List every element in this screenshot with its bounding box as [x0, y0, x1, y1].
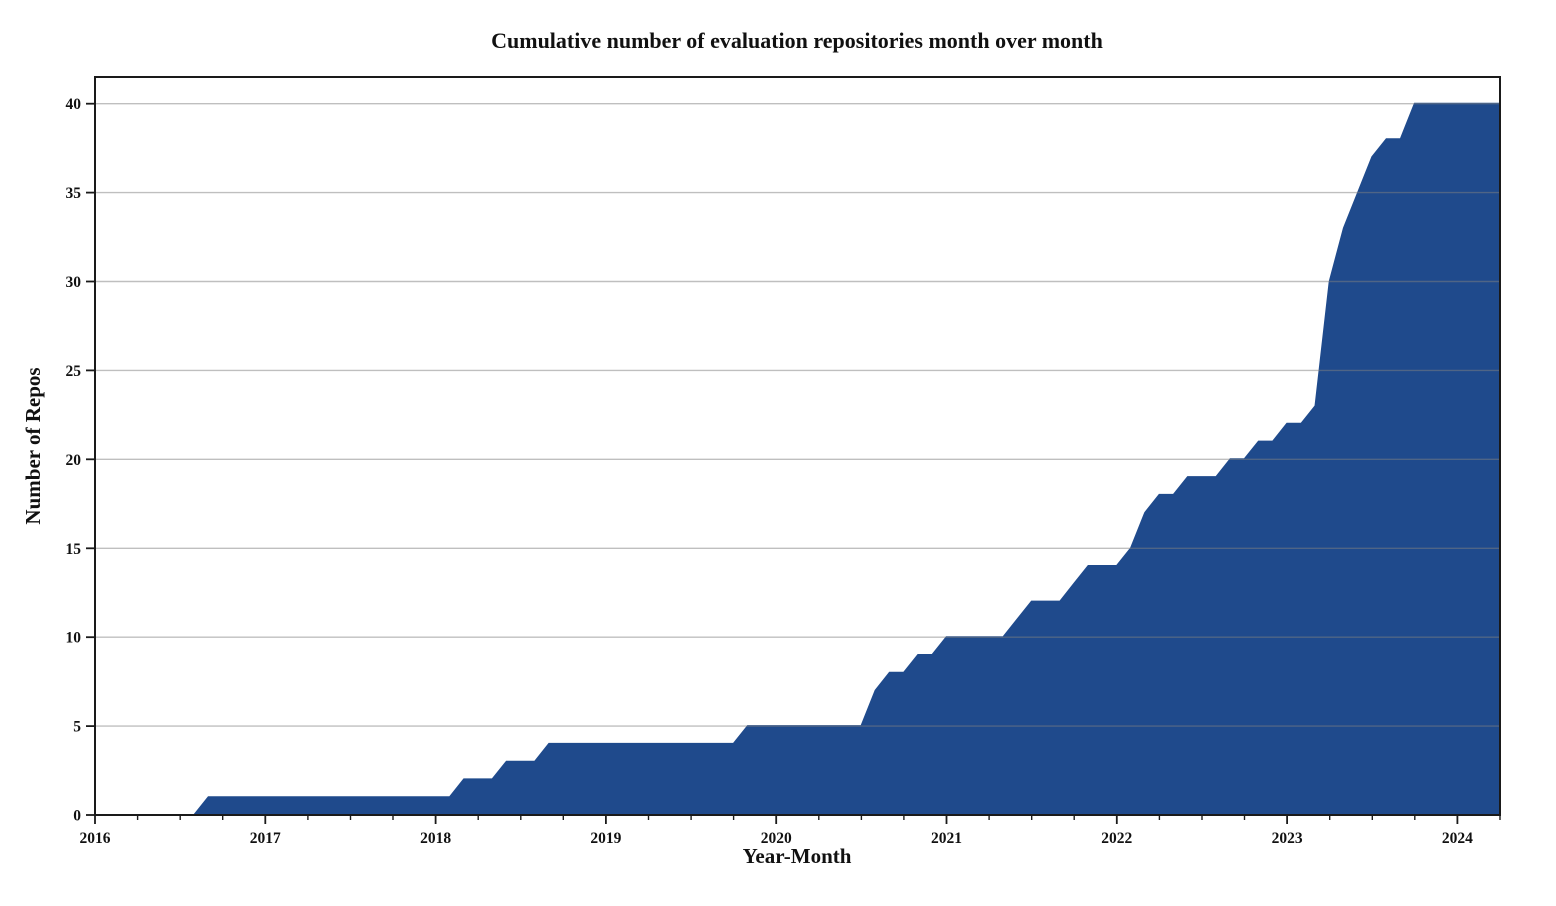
- x-tick-label: 2022: [1101, 830, 1132, 847]
- x-tick-label: 2020: [761, 830, 792, 847]
- x-axis-label: Year-Month: [743, 844, 852, 868]
- y-tick-label: 5: [73, 719, 81, 736]
- axis-ticks: [86, 102, 1501, 824]
- tick-labels: 0 5 10 15 20 25 30 35 40 2016 2017 2018 2019 2020 2021…: [66, 96, 1474, 847]
- gridlines: [95, 102, 1500, 727]
- x-tick-label: 2024: [1442, 830, 1473, 847]
- y-axis-label: Number of Repos: [21, 367, 45, 524]
- x-tick-label: 2018: [420, 830, 451, 847]
- x-tick-label: 2016: [80, 830, 111, 847]
- y-tick-label: 25: [66, 363, 82, 380]
- y-tick-label: 40: [66, 96, 82, 113]
- x-tick-label: 2017: [250, 830, 281, 847]
- plot-border: [94, 76, 1501, 816]
- x-tick-label: 2019: [590, 830, 621, 847]
- x-tick-label: 2021: [931, 830, 962, 847]
- y-tick-label: 10: [66, 630, 82, 647]
- y-tick-label: 30: [66, 274, 82, 291]
- y-tick-label: 15: [66, 541, 82, 558]
- y-tick-label: 20: [66, 452, 82, 469]
- y-tick-label: 35: [66, 185, 82, 202]
- chart-title: Cumulative number of evaluation reposito…: [491, 28, 1103, 53]
- x-tick-label: 2023: [1272, 830, 1303, 847]
- y-tick-label: 0: [73, 808, 81, 825]
